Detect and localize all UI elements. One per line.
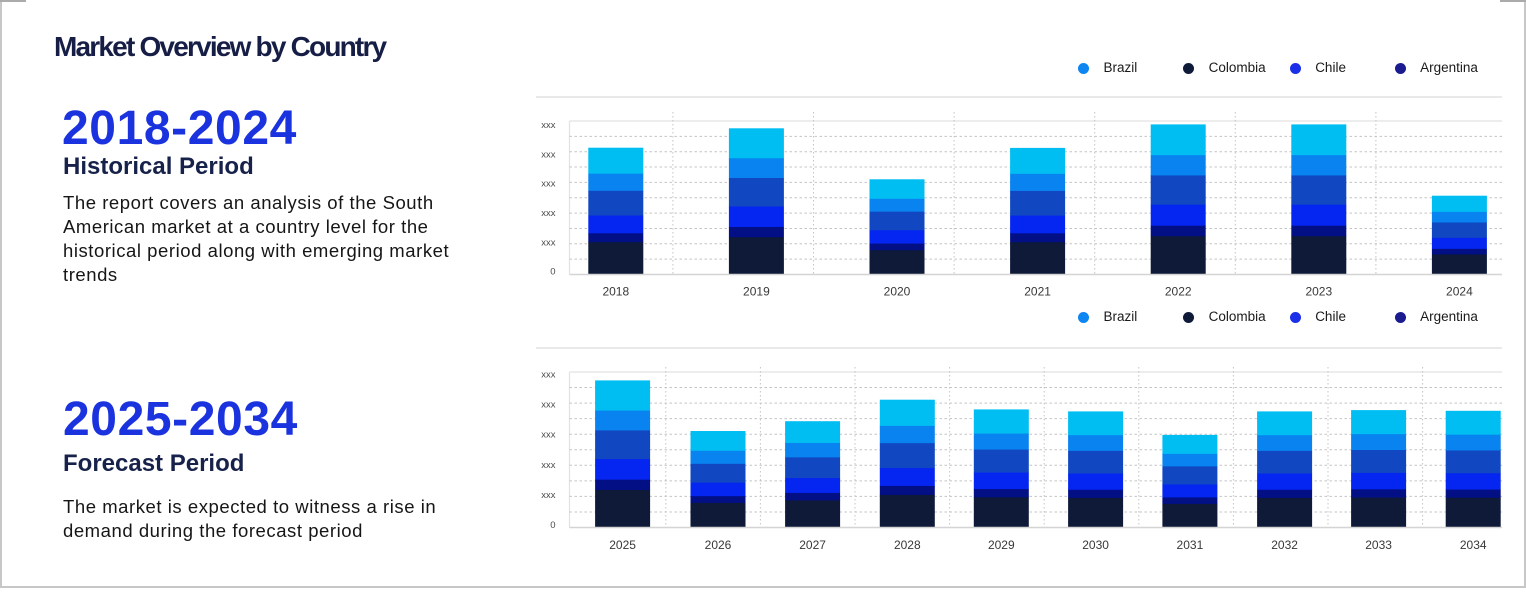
svg-text:0: 0 — [550, 520, 555, 531]
svg-text:2027: 2027 — [799, 538, 826, 552]
svg-text:2024: 2024 — [1446, 285, 1473, 299]
svg-text:2021: 2021 — [1024, 285, 1051, 299]
svg-text:2028: 2028 — [894, 538, 921, 552]
svg-text:2019: 2019 — [743, 285, 770, 299]
svg-text:xxx: xxx — [541, 400, 556, 411]
svg-text:2029: 2029 — [988, 538, 1015, 552]
svg-text:xxx: xxx — [541, 369, 556, 380]
svg-text:2033: 2033 — [1365, 538, 1392, 552]
svg-text:xxx: xxx — [541, 490, 556, 501]
svg-text:2032: 2032 — [1271, 538, 1298, 552]
svg-text:2030: 2030 — [1082, 538, 1109, 552]
svg-text:xxx: xxx — [541, 179, 556, 190]
svg-text:2023: 2023 — [1305, 285, 1332, 299]
svg-text:xxx: xxx — [541, 120, 556, 131]
svg-text:xxx: xxx — [541, 460, 556, 471]
svg-text:2034: 2034 — [1460, 538, 1487, 552]
svg-text:2031: 2031 — [1177, 538, 1204, 552]
svg-text:xxx: xxx — [541, 237, 556, 248]
svg-text:0: 0 — [550, 267, 555, 278]
svg-text:2018: 2018 — [602, 285, 629, 299]
svg-text:2020: 2020 — [884, 285, 911, 299]
svg-text:2025: 2025 — [609, 538, 636, 552]
svg-text:xxx: xxx — [541, 430, 556, 441]
svg-text:2026: 2026 — [705, 538, 732, 552]
svg-text:xxx: xxx — [541, 208, 556, 219]
svg-text:2022: 2022 — [1165, 285, 1192, 299]
svg-text:xxx: xxx — [541, 149, 556, 160]
